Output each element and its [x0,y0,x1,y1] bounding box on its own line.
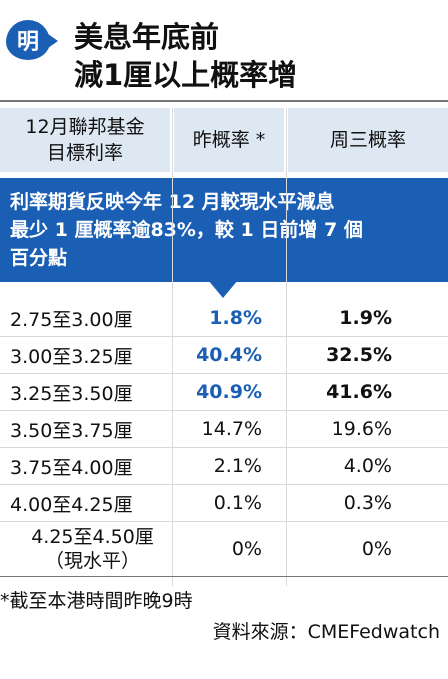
source-credit: 資料來源：CMEFedwatch [212,621,440,643]
header: 明 美息年底前 減1厘以上概率增 [0,0,448,100]
summary-banner: 利率期貨反映今年 12 月較現水平減息 最少 1 厘概率逾83%，較 1 日前增… [0,178,448,282]
yesterday-probability: 1.8% [209,307,262,329]
probability-table: 2.75至3.00厘 1.8% 1.9% 3.00至3.25厘 40.4% 32… [0,300,448,577]
column-header-rate-line1: 12月聯邦基金 [25,116,145,138]
headline: 美息年底前 減1厘以上概率增 [74,18,297,94]
yesterday-probability: 0% [231,538,262,560]
yesterday-probability: 40.9% [196,381,262,403]
wednesday-probability: 0% [361,538,392,560]
yesterday-probability: 0.1% [213,492,262,514]
wednesday-probability: 32.5% [326,344,392,366]
logo-tail [48,34,58,48]
column-header-yesterday-label: 昨概率 * [192,129,266,151]
table-row: 4.25至4.50厘 （現水平） 0% 0% [0,522,448,577]
column-header-yesterday: 昨概率 * [174,108,284,172]
wednesday-probability: 4.0% [343,455,392,477]
top-rule [0,100,448,102]
rate-range: 4.25至4.50厘 [31,526,154,548]
yesterday-probability: 40.4% [196,344,262,366]
wednesday-probability: 1.9% [339,307,392,329]
rate-range: 3.50至3.75厘 [10,419,133,442]
column-header-rate: 12月聯邦基金 目標利率 [0,108,170,172]
rate-range: 3.25至3.50厘 [10,382,133,405]
table-row: 4.00至4.25厘 0.1% 0.3% [0,485,448,522]
wednesday-probability: 19.6% [331,418,392,440]
footnote: *截至本港時間昨晚9時 [0,590,193,612]
banner-pointer [208,280,238,298]
banner-line1: 利率期貨反映今年 12 月較現水平減息 [10,191,335,213]
rate-range: 3.00至3.25厘 [10,345,133,368]
headline-line2: 減1厘以上概率增 [74,58,298,92]
logo-badge: 明 [6,20,58,60]
table-row: 3.25至3.50厘 40.9% 41.6% [0,374,448,411]
column-header-wednesday: 周三概率 [288,108,448,172]
column-header-wednesday-label: 周三概率 [329,129,406,151]
wednesday-probability: 0.3% [343,492,392,514]
rate-range: 3.75至4.00厘 [10,456,133,479]
yesterday-probability: 2.1% [213,455,262,477]
column-divider-2 [286,108,287,586]
table-row: 3.50至3.75厘 14.7% 19.6% [0,411,448,448]
table-row: 3.75至4.00厘 2.1% 4.0% [0,448,448,485]
column-header-rate-line2: 目標利率 [46,142,123,164]
table-row: 3.00至3.25厘 40.4% 32.5% [0,337,448,374]
table-row: 2.75至3.00厘 1.8% 1.9% [0,300,448,337]
rate-range-current: 4.25至4.50厘 （現水平） [10,522,175,576]
current-level-note: （現水平） [44,550,140,572]
banner-line2: 最少 1 厘概率逾83%，較 1 日前增 7 個 [10,219,363,241]
wednesday-probability: 41.6% [326,381,392,403]
yesterday-probability: 14.7% [201,418,262,440]
rate-range: 2.75至3.00厘 [10,308,133,331]
rate-range: 4.00至4.25厘 [10,493,133,516]
logo-char: 明 [16,29,39,55]
banner-line3: 百分點 [10,247,68,269]
column-divider-1 [172,108,173,586]
headline-line1: 美息年底前 [74,20,220,54]
